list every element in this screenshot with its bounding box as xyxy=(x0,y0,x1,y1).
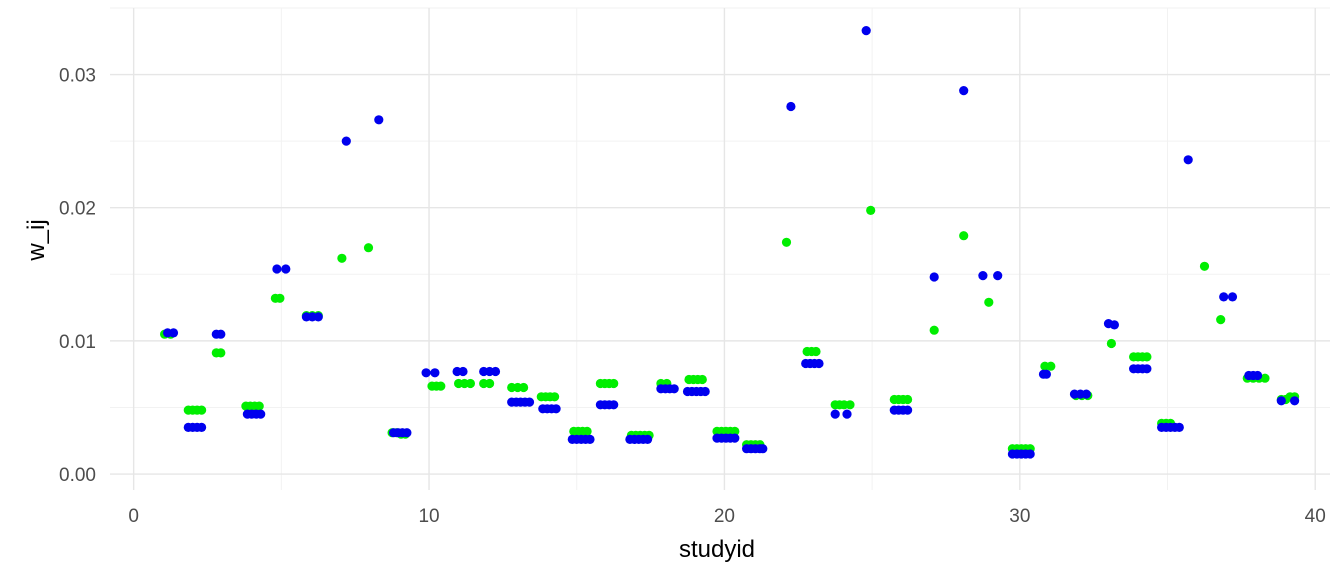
series-1 xyxy=(163,26,1300,459)
data-point xyxy=(363,243,374,253)
data-point xyxy=(313,312,323,322)
x-axis-title: studyid xyxy=(679,536,755,563)
data-point xyxy=(1276,396,1286,406)
data-point xyxy=(430,368,440,378)
x-tick-label: 0 xyxy=(128,506,139,527)
axes: studyid w_ij 0 10 20 30 40 0.00 0.01 0.02 0.03 xyxy=(23,66,1326,563)
series-0 xyxy=(160,205,1300,454)
x-tick-label: 20 xyxy=(714,506,735,527)
data-point xyxy=(519,382,529,393)
data-point xyxy=(758,444,768,454)
data-point xyxy=(830,409,840,419)
data-point xyxy=(341,136,351,146)
data-point xyxy=(1290,396,1300,406)
data-point xyxy=(585,434,595,444)
data-point xyxy=(814,358,824,369)
data-point xyxy=(786,101,796,112)
data-point xyxy=(811,346,821,357)
x-tick-label: 40 xyxy=(1305,506,1326,527)
data-point xyxy=(402,428,412,438)
data-point xyxy=(582,426,592,436)
data-point xyxy=(256,409,266,419)
y-tick-label: 0.02 xyxy=(59,199,96,220)
data-point xyxy=(254,401,264,411)
data-point xyxy=(842,409,852,419)
data-point xyxy=(1142,364,1152,374)
x-tick-label: 30 xyxy=(1009,506,1030,527)
data-point xyxy=(1142,352,1152,362)
data-point xyxy=(485,378,495,389)
x-tick-label: 10 xyxy=(418,506,439,527)
data-point xyxy=(168,328,179,338)
data-point xyxy=(609,378,619,389)
data-point xyxy=(1174,422,1184,432)
data-point xyxy=(216,348,226,358)
data-point xyxy=(959,86,969,96)
data-point xyxy=(458,366,468,377)
data-point xyxy=(1025,449,1035,459)
data-point xyxy=(959,231,969,241)
data-point xyxy=(929,272,939,282)
data-point xyxy=(643,434,653,444)
data-point xyxy=(609,400,619,410)
y-tick-label: 0.03 xyxy=(59,66,96,87)
data-point xyxy=(490,366,501,377)
data-point xyxy=(1216,315,1226,325)
data-point xyxy=(337,253,347,263)
data-point xyxy=(730,433,740,443)
data-point xyxy=(697,374,707,385)
data-point xyxy=(1183,155,1193,165)
data-point xyxy=(845,400,855,410)
data-point xyxy=(197,422,207,432)
data-point xyxy=(421,368,431,378)
data-point xyxy=(1109,320,1119,330)
data-point xyxy=(551,404,561,414)
data-point xyxy=(730,426,740,436)
y-axis-title: w_ij xyxy=(23,219,50,261)
y-tick-label: 0.00 xyxy=(59,465,96,486)
data-point xyxy=(669,384,679,394)
data-point xyxy=(700,386,710,397)
data-point xyxy=(524,397,535,407)
data-point xyxy=(1260,373,1270,383)
data-points xyxy=(160,26,1300,459)
data-point xyxy=(903,405,913,415)
data-point xyxy=(1046,361,1056,371)
data-point xyxy=(436,381,446,391)
data-point xyxy=(1253,370,1263,381)
data-point xyxy=(1227,292,1238,302)
data-point xyxy=(275,293,285,303)
data-point xyxy=(272,264,282,274)
data-point xyxy=(861,26,871,36)
data-point xyxy=(978,271,988,281)
grid xyxy=(110,7,1330,490)
data-point xyxy=(903,394,913,405)
data-point xyxy=(374,115,384,125)
data-point xyxy=(1199,261,1210,271)
data-point xyxy=(1106,338,1116,349)
data-point xyxy=(993,271,1003,281)
data-point xyxy=(550,392,560,402)
data-point xyxy=(216,329,226,339)
y-tick-label: 0.01 xyxy=(59,332,96,353)
data-point xyxy=(465,378,475,389)
data-point xyxy=(281,264,291,274)
data-point xyxy=(1219,292,1229,302)
data-point xyxy=(781,237,792,247)
data-point xyxy=(929,325,939,335)
data-point xyxy=(1041,369,1051,379)
data-point xyxy=(866,205,876,215)
data-point xyxy=(984,297,994,307)
data-point xyxy=(197,405,207,415)
data-point xyxy=(1081,389,1091,399)
